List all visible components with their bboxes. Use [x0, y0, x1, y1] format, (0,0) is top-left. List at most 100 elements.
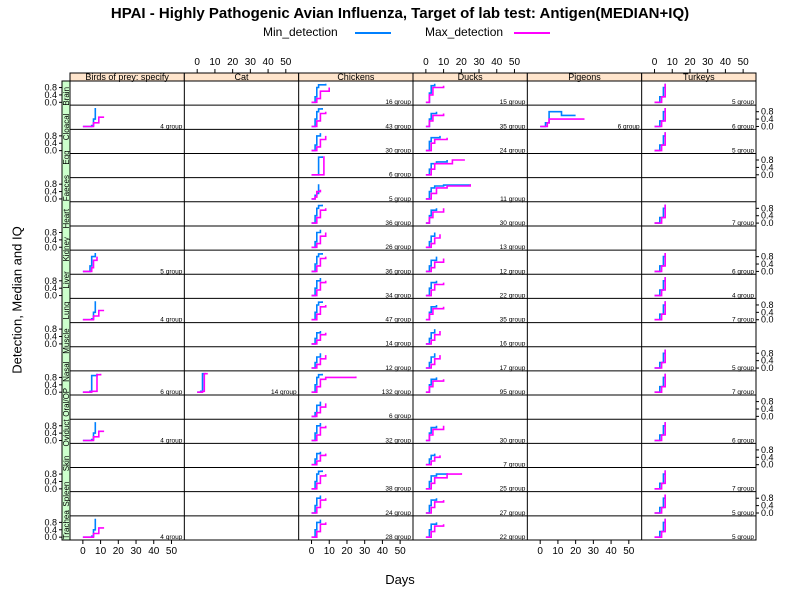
- max-detection-series: [425, 184, 471, 200]
- max-detection-series: [654, 494, 666, 514]
- group-count-label: 30 group: [385, 147, 411, 154]
- y-tick-label: 0.0: [761, 315, 774, 325]
- y-tick-label: 0.0: [761, 508, 774, 518]
- max-detection-series: [425, 113, 445, 128]
- x-tick-label: 0: [423, 57, 429, 68]
- max-detection-series: [540, 118, 585, 128]
- y-tick-label: 0.4: [761, 114, 774, 124]
- legend: Min_detection Max_detection: [0, 25, 800, 41]
- min-detection-series: [311, 83, 327, 104]
- tissue-strip-label: Nasal: [62, 361, 71, 382]
- x-tick-label: 50: [166, 546, 178, 557]
- max-detection-series: [311, 208, 327, 224]
- y-tick-label: 0.4: [761, 259, 774, 269]
- max-detection-series: [82, 309, 105, 321]
- max-detection-series: [82, 256, 98, 273]
- max-detection-series: [82, 116, 105, 128]
- max-detection-series: [654, 349, 666, 369]
- group-count-label: 43 group: [385, 123, 411, 130]
- group-count-label: 6 group: [389, 172, 411, 179]
- group-count-label: 14 group: [271, 389, 297, 396]
- tissue-strip-label: Oviduct: [62, 419, 71, 447]
- group-count-label: 5 group: [389, 196, 411, 203]
- species-strip-label: Ducks: [458, 72, 484, 82]
- x-tick-label: 20: [341, 546, 353, 557]
- group-count-label: 4 group: [160, 534, 182, 541]
- y-tick-label: 0.0: [761, 121, 774, 131]
- x-tick-label: 20: [456, 57, 468, 68]
- tissue-strip-label: Skin: [62, 456, 71, 472]
- max-detection-series: [311, 403, 327, 418]
- max-detection-series: [654, 204, 666, 224]
- group-count-label: 4 group: [160, 317, 182, 324]
- x-tick-label: 10: [95, 546, 107, 557]
- max-detection-series: [654, 518, 666, 538]
- group-count-label: 24 group: [500, 147, 526, 154]
- max-detection-series: [311, 498, 327, 514]
- min-detection-series: [311, 108, 323, 128]
- y-tick-label: 0.8: [44, 421, 57, 431]
- y-tick-label: 0.4: [761, 162, 774, 172]
- max-detection-series: [425, 455, 441, 466]
- tissue-strips: Brain Cloacal Egg Faeces Heart Kidney Liver Lun…: [61, 80, 71, 541]
- y-tick-label: 0.8: [761, 252, 774, 262]
- panel-grid: [69, 72, 757, 541]
- min-detection-series: [425, 208, 438, 224]
- max-detection-series: [82, 527, 105, 538]
- max-detection-series: [425, 473, 463, 490]
- group-count-label: 6 group: [389, 413, 411, 420]
- group-count-label: 47 group: [385, 317, 411, 324]
- group-count-label: 7 group: [732, 220, 754, 227]
- chart-title: HPAI - Highly Pathogenic Avian Influenza…: [110, 5, 690, 22]
- group-count-label: 6 group: [732, 123, 754, 130]
- x-tick-label: 40: [377, 546, 389, 557]
- x-tick-label: 20: [684, 57, 696, 68]
- tissue-strip-label: Spleen: [62, 482, 71, 507]
- group-count-label: 7 group: [732, 317, 754, 324]
- species-strip: [641, 72, 757, 82]
- y-tick-label: 0.4: [761, 501, 774, 511]
- y-axis-label: Detection, Median and IQ: [9, 226, 25, 374]
- group-count-label: 12 group: [500, 268, 526, 275]
- max-detection-series: [654, 108, 666, 128]
- min-detection-series: [311, 133, 322, 152]
- x-tick-label: 40: [491, 57, 503, 68]
- group-count-label: 30 group: [500, 220, 526, 227]
- y-tick-label: 0.8: [761, 397, 774, 407]
- min-detection-series: [311, 301, 323, 321]
- x-tick-label: 40: [148, 546, 160, 557]
- x-tick-label: 10: [324, 546, 336, 557]
- min-detection-series: [654, 83, 666, 104]
- y-tick-label: 0.8: [44, 83, 57, 93]
- legend-min-label: Min_detection: [263, 25, 338, 39]
- max-detection-series: [311, 87, 330, 104]
- min-detection-series: [311, 519, 322, 538]
- y-tick-label: 0.0: [761, 460, 774, 470]
- tissue-strip-label: Oral/OP: [62, 388, 71, 417]
- x-tick-label: 50: [509, 57, 521, 68]
- x-tick-label: 20: [113, 546, 125, 557]
- y-tick-label: 0.8: [761, 107, 774, 117]
- max-detection-series: [654, 132, 666, 152]
- min-detection-series: [311, 331, 322, 345]
- max-detection-series: [425, 159, 465, 176]
- min-detection-series: [311, 353, 322, 369]
- y-tick-label: 0.4: [761, 307, 774, 317]
- group-count-label: 4 group: [732, 292, 754, 299]
- y-tick-label: 0.8: [44, 517, 57, 527]
- legend-min-swatch: [355, 32, 391, 34]
- min-detection-series: [82, 373, 98, 393]
- y-tick-label: 0.4: [44, 332, 57, 342]
- group-count-label: 7 group: [732, 389, 754, 396]
- group-count-label: 30 group: [500, 437, 526, 444]
- min-detection-series: [311, 373, 323, 393]
- group-count-label: 22 group: [500, 534, 526, 541]
- tissue-strip-label: Muscle: [62, 328, 71, 354]
- group-count-label: 15 group: [500, 99, 526, 106]
- max-detection-series: [425, 306, 445, 321]
- group-count-label: 22 group: [500, 292, 526, 299]
- x-tick-label: 0: [309, 546, 315, 557]
- group-count-label: 6 group: [732, 268, 754, 275]
- x-tick-label: 50: [623, 546, 635, 557]
